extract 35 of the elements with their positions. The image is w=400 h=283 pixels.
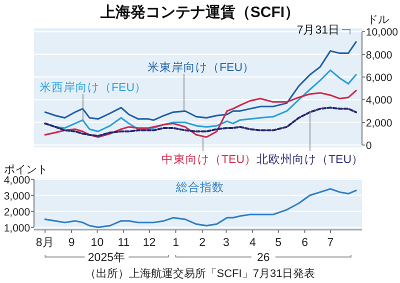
x-tick-label: 11 [118,236,130,249]
y-tick-label: 4,000 [366,94,392,107]
x-tick-label: 9 [68,236,75,249]
x-tick-label: 6 [302,236,308,249]
x-tick-label: 10 [90,236,104,249]
text: 総合指数 [175,181,224,194]
x-tick-label: 8月 [36,236,54,249]
y-tick-label: 4,000 [4,174,30,186]
x-tick-label: 4 [249,236,256,249]
chart-title: 上海発コンテナ運賃（SCFI） [99,4,300,21]
x-tick-label: 5 [275,236,282,249]
x-tick-label: 12 [142,236,156,249]
x-tick-label: 1 [172,236,179,249]
y-tick-label: 2,000 [4,206,30,218]
x-tick-label: 2 [199,236,206,249]
text: 中東向け（TEU） [162,153,256,166]
y-axis-title: ポイント [4,164,48,176]
y-tick-label: 1,000 [4,222,30,234]
y-tick-label: 0 [366,140,372,152]
x-tick-label: 7 [327,236,334,249]
text: 北欧州向け（TEU） [256,153,364,166]
text: 26 [256,252,270,264]
x-tick-label: 3 [222,236,230,249]
y-axis-title: ドル [367,14,389,26]
line-series [44,106,358,137]
y-tick-label: 2,000 [366,117,392,130]
y-tick-label: 8,000 [366,49,392,62]
annotation: 7月31日 [296,23,340,36]
text: 米東岸向け（FEU） [148,61,254,74]
text: （出所）上海航運交易所「SCFI」7月31日発表 [84,267,316,280]
y-tick-label: 6,000 [366,72,392,84]
text: 米西岸向け（FEU） [40,81,146,94]
text: 2025年 [88,251,126,264]
y-tick-label: 10,000 [366,26,398,39]
y-tick-label: 3,000 [4,190,30,202]
